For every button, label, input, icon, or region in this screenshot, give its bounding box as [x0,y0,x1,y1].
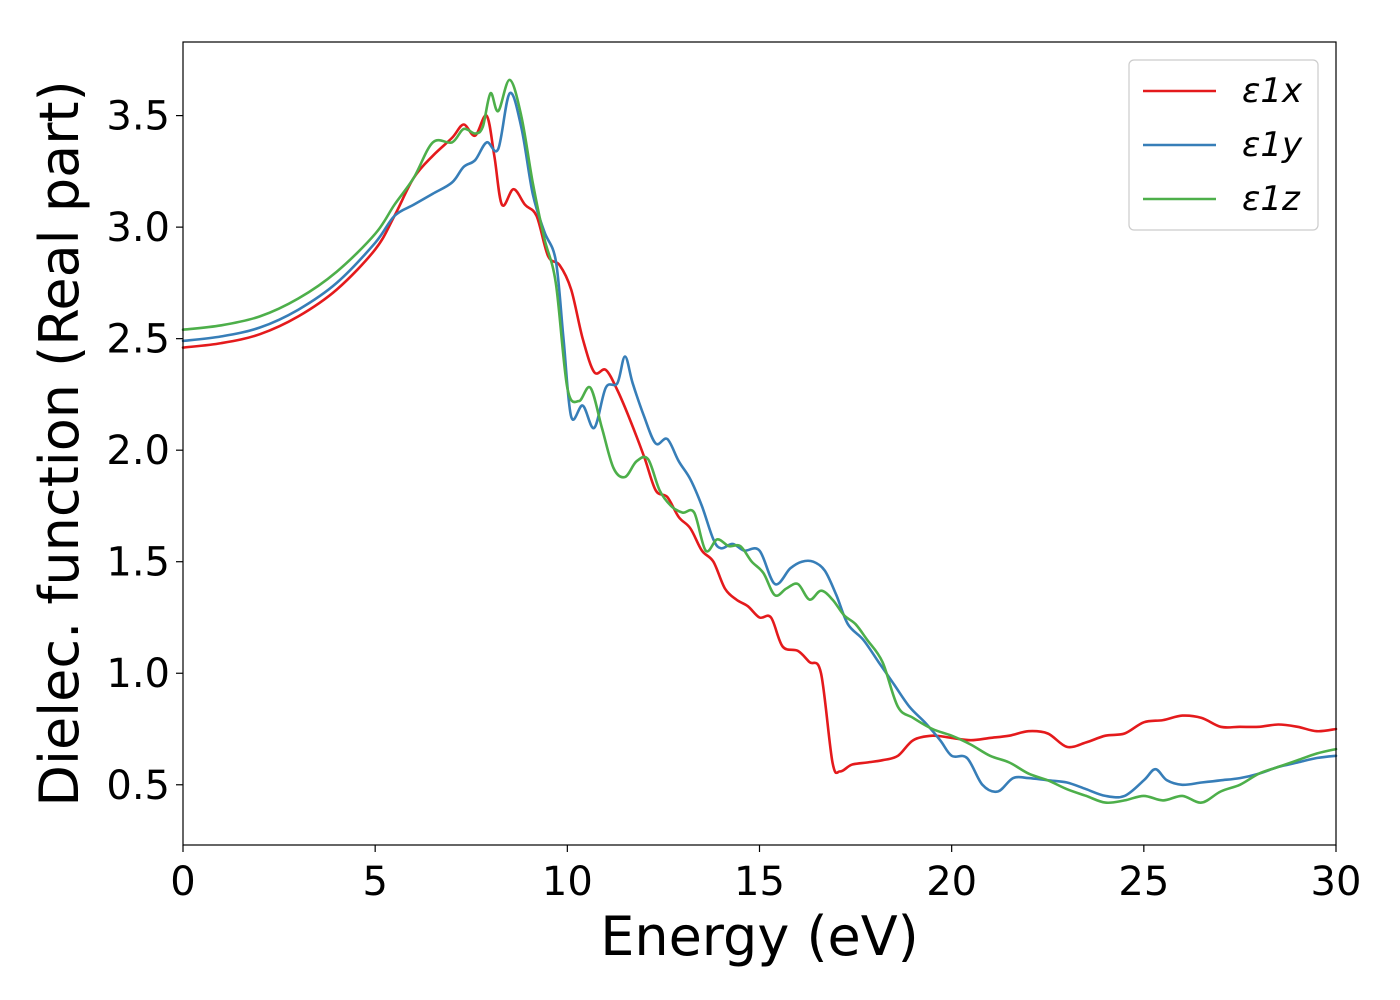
y-tick-label: 3.0 [106,205,170,251]
x-axis-title: Energy (eV) [600,905,919,968]
y-axis-title: Dielec. function (Real part) [28,80,91,806]
x-tick-label: 25 [1118,859,1169,905]
x-tick-label: 30 [1311,859,1362,905]
y-tick-label: 2.0 [106,428,170,474]
x-tick-label: 0 [170,859,195,905]
legend-label: ε1z [1242,179,1301,219]
y-tick-label: 3.5 [106,94,170,140]
y-tick-label: 1.5 [106,540,170,586]
y-tick-label: 0.5 [106,763,170,809]
x-tick-label: 15 [734,859,785,905]
legend-label: ε1x [1242,71,1303,111]
series-line-3 [181,78,1338,805]
x-tick-label: 10 [542,859,593,905]
x-tick-label: 20 [926,859,977,905]
series-line-2 [181,91,1338,799]
y-tick-label: 2.5 [106,317,170,363]
y-axis: 0.5 1.0 1.5 2.0 2.5 3.0 3.5 [106,94,183,809]
legend-label: ε1y [1242,125,1303,165]
x-axis: 0 5 10 15 20 25 30 [170,845,1361,905]
y-tick-label: 1.0 [106,651,170,697]
legend: ε1x ε1y ε1z [1128,59,1319,231]
series-layer [181,78,1338,805]
x-tick-label: 5 [362,859,387,905]
legend-box [1128,59,1319,231]
